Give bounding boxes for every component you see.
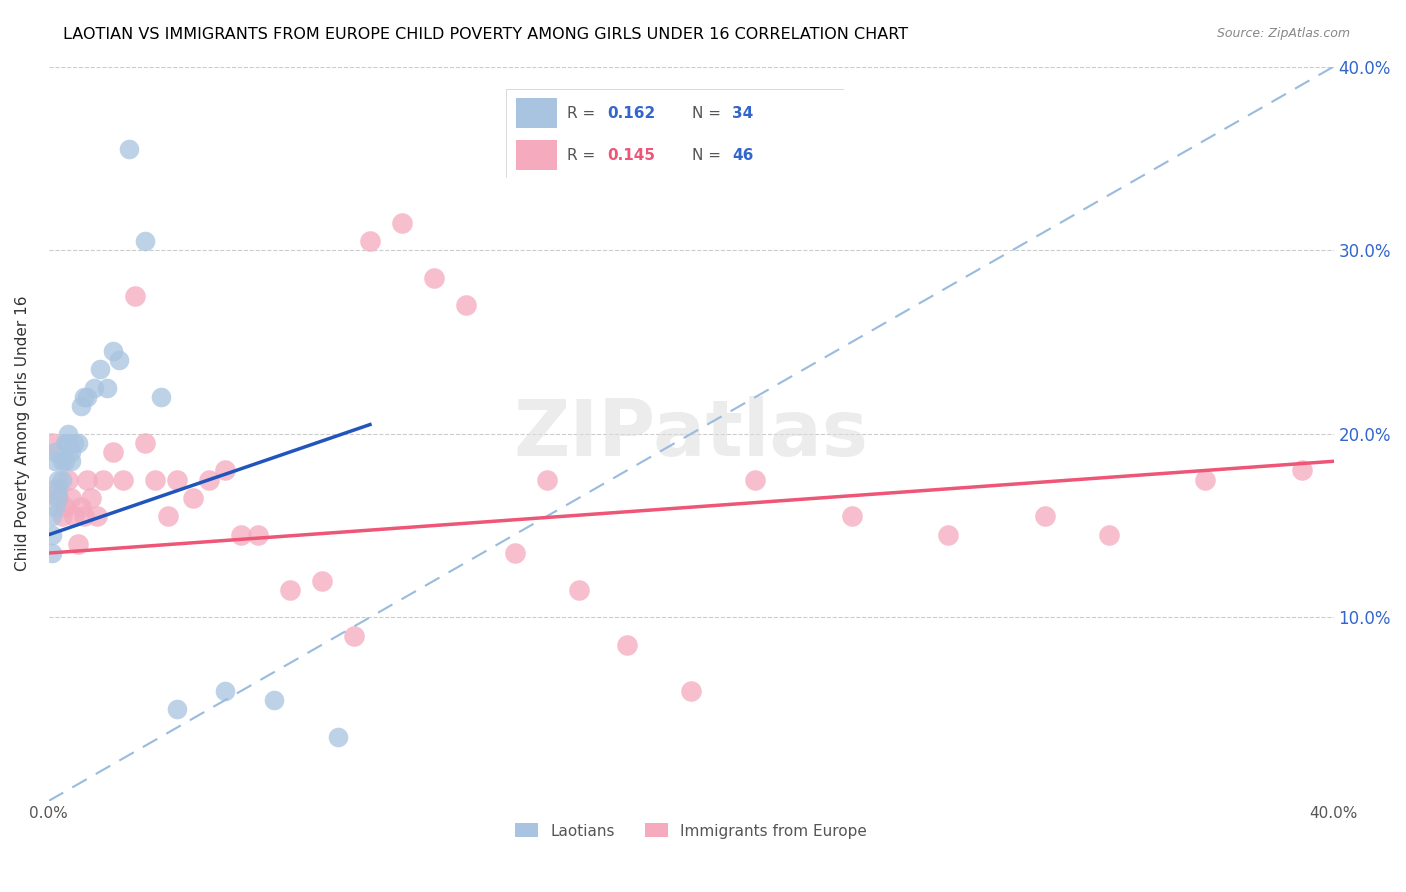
Point: [60, 445, 83, 459]
Point: [166, 473, 188, 487]
Point: [278, 582, 301, 597]
Text: N =: N =: [692, 148, 725, 162]
Text: 46: 46: [733, 148, 754, 162]
Point: [841, 509, 863, 524]
Point: [76, 473, 98, 487]
Point: [1291, 463, 1313, 477]
Point: [79, 491, 101, 505]
Point: [83, 381, 105, 395]
Point: [51, 454, 73, 468]
Text: LAOTIAN VS IMMIGRANTS FROM EUROPE CHILD POVERTY AMONG GIRLS UNDER 16 CORRELATION: LAOTIAN VS IMMIGRANTS FROM EUROPE CHILD …: [63, 27, 908, 42]
Point: [66, 436, 89, 450]
Point: [1098, 527, 1121, 541]
Text: 0.145: 0.145: [607, 148, 655, 162]
Point: [44, 482, 66, 496]
Point: [70, 399, 93, 413]
Point: [44, 445, 66, 459]
FancyBboxPatch shape: [516, 140, 557, 170]
Text: 0.162: 0.162: [607, 106, 655, 120]
FancyBboxPatch shape: [516, 98, 557, 128]
Point: [70, 500, 93, 515]
Point: [101, 344, 124, 359]
Point: [181, 491, 204, 505]
Point: [198, 473, 221, 487]
Point: [156, 509, 179, 524]
Point: [143, 473, 166, 487]
Point: [326, 730, 349, 744]
Point: [124, 289, 146, 303]
Y-axis label: Child Poverty Among Girls Under 16: Child Poverty Among Girls Under 16: [15, 296, 30, 572]
Point: [73, 390, 96, 404]
Point: [111, 473, 134, 487]
Point: [1194, 473, 1216, 487]
Text: ZIPatlas: ZIPatlas: [513, 396, 869, 472]
Point: [56, 436, 79, 450]
Point: [51, 473, 73, 487]
Point: [60, 491, 83, 505]
Point: [63, 436, 86, 450]
Point: [56, 426, 79, 441]
Point: [134, 436, 156, 450]
Point: [48, 473, 70, 487]
Point: [744, 473, 766, 487]
FancyBboxPatch shape: [506, 89, 844, 178]
Point: [53, 500, 76, 515]
Point: [41, 436, 63, 450]
Point: [1033, 509, 1056, 524]
Point: [359, 234, 381, 248]
Point: [108, 353, 131, 368]
Point: [73, 509, 96, 524]
Point: [66, 537, 89, 551]
Point: [96, 381, 118, 395]
Text: R =: R =: [567, 148, 600, 162]
Point: [48, 491, 70, 505]
Text: 34: 34: [733, 106, 754, 120]
Point: [536, 473, 558, 487]
Text: N =: N =: [692, 106, 725, 120]
Point: [53, 454, 76, 468]
Point: [616, 638, 638, 652]
Point: [53, 436, 76, 450]
Point: [214, 683, 236, 698]
Point: [456, 298, 478, 312]
Point: [263, 693, 285, 707]
Point: [48, 491, 70, 505]
Point: [101, 445, 124, 459]
Point: [391, 216, 413, 230]
Point: [51, 509, 73, 524]
Point: [93, 473, 115, 487]
Point: [41, 509, 63, 524]
Point: [134, 234, 156, 248]
Point: [681, 683, 703, 698]
Legend: Laotians, Immigrants from Europe: Laotians, Immigrants from Europe: [509, 817, 873, 845]
Point: [86, 509, 108, 524]
Point: [89, 362, 111, 376]
Point: [41, 527, 63, 541]
Point: [214, 463, 236, 477]
Point: [76, 390, 98, 404]
Point: [936, 527, 959, 541]
Point: [44, 500, 66, 515]
Point: [231, 527, 253, 541]
Point: [311, 574, 333, 588]
Point: [44, 454, 66, 468]
Point: [56, 473, 79, 487]
Point: [503, 546, 526, 560]
Point: [150, 390, 173, 404]
Point: [166, 702, 188, 716]
Point: [41, 546, 63, 560]
Text: R =: R =: [567, 106, 600, 120]
Point: [568, 582, 591, 597]
Point: [60, 454, 83, 468]
Point: [63, 509, 86, 524]
Text: Source: ZipAtlas.com: Source: ZipAtlas.com: [1216, 27, 1350, 40]
Point: [48, 482, 70, 496]
Point: [423, 270, 446, 285]
Point: [343, 629, 366, 643]
Point: [118, 142, 141, 156]
Point: [246, 527, 269, 541]
